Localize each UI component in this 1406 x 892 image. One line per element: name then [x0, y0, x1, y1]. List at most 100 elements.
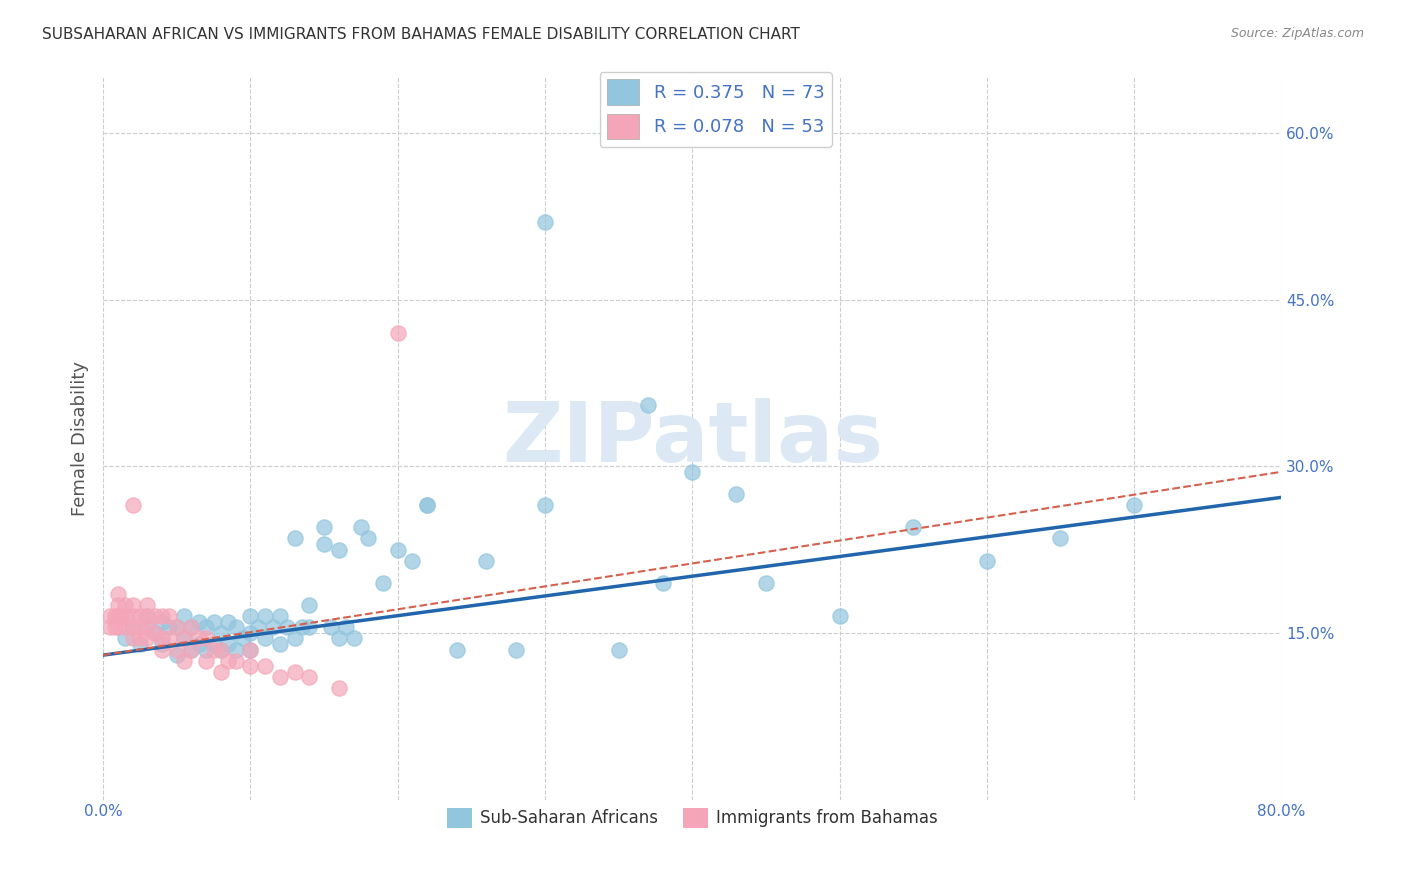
Point	[129, 632, 152, 646]
Point	[637, 398, 659, 412]
Point	[180, 620, 202, 634]
Point	[416, 498, 439, 512]
Point	[187, 632, 209, 646]
Point	[298, 670, 321, 684]
Point	[342, 632, 364, 646]
Point	[150, 632, 173, 646]
Point	[371, 575, 394, 590]
Point	[534, 498, 557, 512]
Point	[195, 642, 218, 657]
Point	[269, 609, 291, 624]
Point	[195, 620, 218, 634]
Point	[150, 642, 173, 657]
Point	[291, 620, 314, 634]
Point	[607, 642, 630, 657]
Point	[276, 620, 298, 634]
Point	[150, 637, 173, 651]
Legend: Sub-Saharan Africans, Immigrants from Bahamas: Sub-Saharan Africans, Immigrants from Ba…	[440, 801, 945, 835]
Point	[321, 620, 343, 634]
Point	[828, 609, 851, 624]
Point	[114, 598, 136, 612]
Point	[107, 609, 129, 624]
Point	[157, 620, 180, 634]
Point	[121, 620, 143, 634]
Point	[225, 642, 247, 657]
Point	[136, 620, 159, 634]
Point	[195, 654, 218, 668]
Point	[114, 620, 136, 634]
Point	[755, 575, 778, 590]
Point	[100, 609, 122, 624]
Y-axis label: Female Disability: Female Disability	[72, 361, 89, 516]
Point	[173, 609, 195, 624]
Point	[121, 632, 143, 646]
Point	[357, 532, 380, 546]
Point	[217, 654, 239, 668]
Point	[121, 498, 143, 512]
Point	[651, 575, 673, 590]
Point	[100, 620, 122, 634]
Point	[187, 637, 209, 651]
Point	[254, 609, 277, 624]
Point	[180, 642, 202, 657]
Point	[725, 487, 748, 501]
Point	[254, 632, 277, 646]
Text: ZIPatlas: ZIPatlas	[502, 398, 883, 479]
Point	[239, 609, 262, 624]
Point	[121, 598, 143, 612]
Point	[387, 542, 409, 557]
Point	[446, 642, 468, 657]
Point	[180, 620, 202, 634]
Point	[104, 620, 127, 634]
Point	[401, 554, 423, 568]
Point	[239, 626, 262, 640]
Point	[110, 609, 132, 624]
Point	[901, 520, 924, 534]
Point	[312, 537, 335, 551]
Point	[312, 520, 335, 534]
Point	[269, 670, 291, 684]
Point	[136, 598, 159, 612]
Point	[202, 637, 225, 651]
Point	[157, 632, 180, 646]
Point	[534, 215, 557, 229]
Point	[202, 615, 225, 629]
Point	[262, 620, 284, 634]
Point	[225, 620, 247, 634]
Point	[202, 642, 225, 657]
Point	[976, 554, 998, 568]
Point	[246, 620, 269, 634]
Point	[136, 609, 159, 624]
Point	[121, 620, 143, 634]
Point	[681, 465, 703, 479]
Point	[298, 598, 321, 612]
Point	[350, 520, 373, 534]
Point	[129, 609, 152, 624]
Point	[284, 665, 307, 679]
Point	[173, 654, 195, 668]
Point	[328, 681, 350, 696]
Point	[166, 648, 188, 662]
Point	[328, 632, 350, 646]
Point	[129, 637, 152, 651]
Point	[225, 654, 247, 668]
Point	[195, 632, 218, 646]
Point	[284, 532, 307, 546]
Point	[269, 637, 291, 651]
Point	[107, 620, 129, 634]
Point	[136, 620, 159, 634]
Point	[209, 626, 232, 640]
Point	[157, 609, 180, 624]
Point	[209, 642, 232, 657]
Point	[505, 642, 527, 657]
Point	[114, 609, 136, 624]
Point	[136, 632, 159, 646]
Point	[129, 620, 152, 634]
Point	[107, 587, 129, 601]
Point	[173, 632, 195, 646]
Point	[232, 632, 254, 646]
Point	[166, 642, 188, 657]
Point	[239, 642, 262, 657]
Point	[239, 642, 262, 657]
Point	[1049, 532, 1071, 546]
